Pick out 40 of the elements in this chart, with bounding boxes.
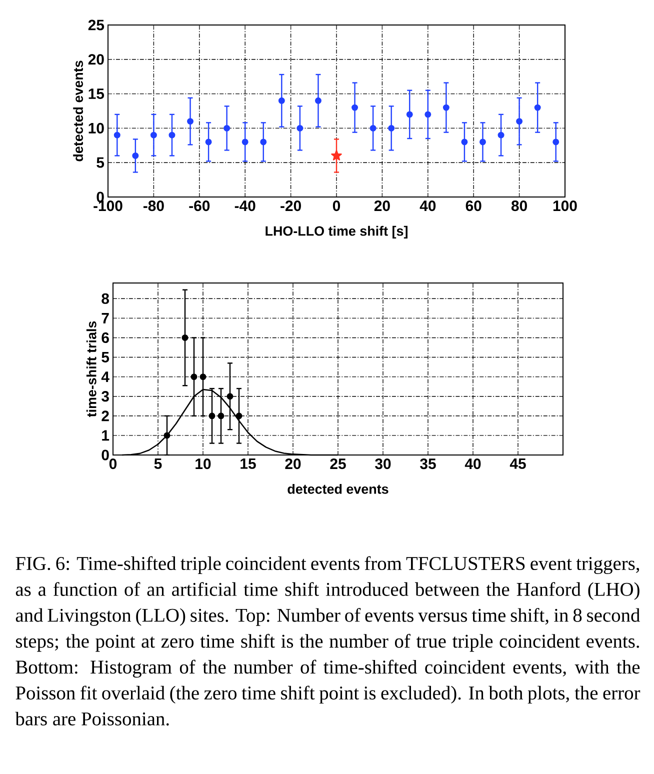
x-tick-label: 15 — [240, 458, 256, 469]
x-axis-title: detected events — [288, 484, 388, 494]
x-tick-label: 80 — [511, 200, 527, 212]
x-axis-title: LHO-LLO time shift [s] — [266, 226, 408, 238]
x-tick-label: -100 — [94, 200, 122, 212]
y-tick-label: 3 — [102, 391, 109, 402]
y-axis-title: time-shift trials — [86, 321, 96, 418]
y-tick-label: 5 — [102, 352, 110, 362]
x-tick-label: 40 — [464, 458, 481, 470]
x-tick-label: 5 — [154, 458, 162, 469]
y-tick-label: 10 — [88, 122, 104, 134]
x-tick-label: 10 — [196, 458, 211, 470]
x-tick-label: -40 — [234, 200, 256, 212]
x-tick-label: -60 — [189, 200, 210, 212]
x-tick-label: 60 — [466, 200, 482, 212]
x-tick-label: 0 — [109, 458, 117, 470]
y-tick-label: 7 — [102, 313, 109, 324]
x-tick-label: 35 — [420, 458, 436, 470]
x-tick-label: 40 — [420, 200, 436, 212]
y-tick-label: 2 — [102, 410, 109, 422]
x-tick-label: 0 — [332, 200, 340, 212]
x-tick-label: 25 — [330, 458, 346, 470]
y-tick-label: 6 — [102, 332, 109, 344]
x-tick-label: 20 — [374, 200, 390, 212]
y-tick-label: 25 — [88, 20, 104, 30]
x-tick-label: -20 — [280, 200, 301, 212]
y-tick-label: 8 — [102, 293, 110, 304]
y-tick-label: 0 — [102, 450, 109, 460]
x-tick-label: 100 — [553, 200, 577, 212]
y-tick-label: 5 — [96, 157, 104, 168]
caption: FIG. 6: Time-shifted triple coincident events from TFCLUSTERS event triggers, as a function of an artificial time shift introduced between the Hanford (LHO) and Livingston (LLO) sites. Top: Number of events versus time shift, in 8 second steps; the point at zero time shift is the number of true triple coincident events. Bottom: Histogram of the number of time-shifted coincident events, with the Poisson fit overlaid (the zero time shift point is excluded). In both plots, the error bars are Poissonian. — [15, 556, 640, 726]
y-tick-label: 15 — [88, 88, 104, 99]
x-tick-label: 20 — [285, 458, 301, 470]
x-tick-label: -80 — [143, 200, 164, 212]
y-tick-label: 4 — [101, 372, 110, 382]
y-tick-label: 20 — [88, 54, 104, 65]
x-tick-label: 30 — [375, 458, 391, 470]
x-tick-label: 45 — [510, 458, 526, 469]
y-tick-label: 1 — [102, 430, 110, 441]
y-axis-title: detected events — [73, 60, 84, 162]
